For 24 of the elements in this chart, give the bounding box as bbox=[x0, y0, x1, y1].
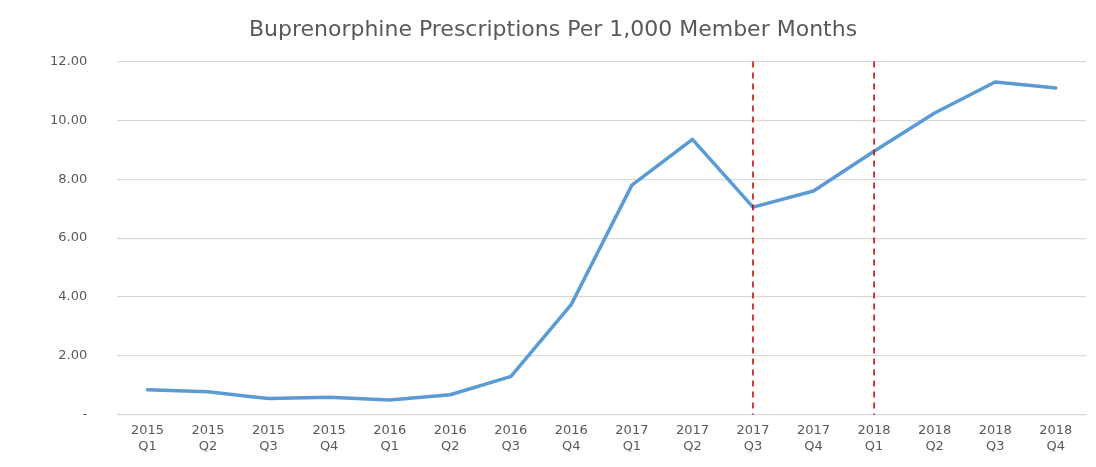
y-tick-label: 2.00 bbox=[58, 347, 88, 363]
x-tick-label: 2016 Q2 bbox=[433, 421, 467, 453]
x-tick-label: 2017 Q2 bbox=[675, 421, 709, 453]
x-tick-label: 2016 Q1 bbox=[373, 421, 407, 453]
y-tick-label: 8.00 bbox=[58, 170, 88, 186]
x-tick-label: 2016 Q4 bbox=[554, 421, 588, 453]
x-tick-label: 2018 Q2 bbox=[918, 421, 952, 453]
x-tick-label: 2015 Q4 bbox=[312, 421, 346, 453]
y-tick-label: 4.00 bbox=[58, 288, 88, 304]
x-tick-label: 2018 Q4 bbox=[1039, 421, 1073, 453]
x-tick-label: 2018 Q1 bbox=[857, 421, 891, 453]
x-tick-label: 2017 Q1 bbox=[615, 421, 649, 453]
x-tick-label: 2015 Q1 bbox=[130, 421, 165, 453]
x-tick-label: 2017 Q4 bbox=[796, 421, 831, 453]
x-tick-label: 2018 Q3 bbox=[978, 421, 1012, 453]
x-tick-label: 2017 Q3 bbox=[736, 421, 770, 453]
y-tick-label: 10.00 bbox=[50, 111, 88, 127]
y-tick-label: 12.00 bbox=[50, 52, 88, 68]
x-tick-label: 2015 Q2 bbox=[191, 421, 225, 453]
y-tick-label: 6.00 bbox=[58, 229, 88, 245]
y-tick-label: - bbox=[82, 406, 88, 422]
x-tick-label: 2016 Q3 bbox=[494, 421, 528, 453]
x-tick-label: 2015 Q3 bbox=[252, 421, 286, 453]
chart-title: Buprenorphine Prescriptions Per 1,000 Member Months bbox=[248, 15, 858, 41]
